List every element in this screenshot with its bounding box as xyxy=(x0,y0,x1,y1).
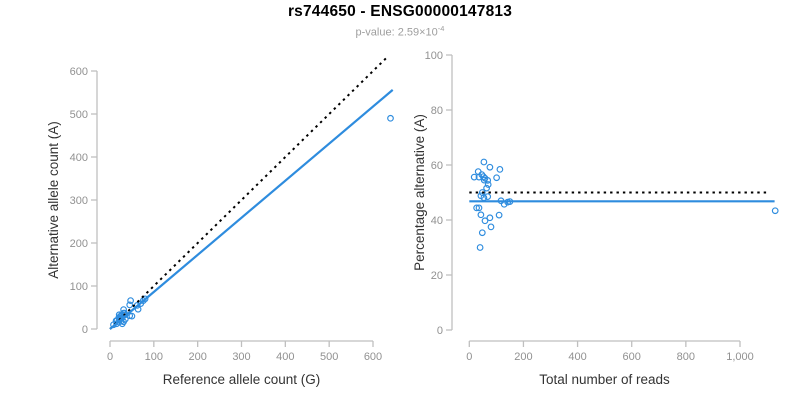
right-plot: 0 20 40 60 80 100 0 200 400 600 800 1,000 Total numb… xyxy=(412,50,779,387)
data-point xyxy=(480,158,488,166)
x-tick-label: 0 xyxy=(466,351,472,363)
data-point xyxy=(139,297,147,304)
data-point xyxy=(487,223,495,231)
y-tick-label: 60 xyxy=(431,160,443,172)
x-tick-label: 400 xyxy=(568,351,586,363)
data-point xyxy=(484,177,492,184)
y-tick-label: 20 xyxy=(431,270,443,282)
data-point xyxy=(128,312,136,320)
fit-line xyxy=(109,89,394,330)
data-point xyxy=(771,207,779,215)
pvalue-exponent: -4 xyxy=(437,24,445,33)
data-point xyxy=(475,173,483,181)
x-tick-label: 500 xyxy=(320,351,338,363)
figure-title: rs744650 - ENSG00000147813 xyxy=(287,3,513,20)
data-point xyxy=(496,166,504,173)
x-tick-label: 300 xyxy=(232,351,250,363)
data-point xyxy=(495,211,503,219)
x-axis-title: Reference allele count (G) xyxy=(163,372,321,387)
x-tick-label: 600 xyxy=(623,351,641,363)
y-tick-label: 100 xyxy=(70,281,88,293)
y-tick-label: 300 xyxy=(70,195,88,207)
data-point xyxy=(473,204,480,212)
figure-subtitle: p-value: 2.59×10-4 xyxy=(0,24,800,39)
data-point xyxy=(476,244,484,251)
data-point xyxy=(470,173,478,181)
data-point xyxy=(127,297,134,304)
y-tick-label: 0 xyxy=(82,324,88,336)
data-point xyxy=(493,174,500,182)
y-axis-title: Percentage alternative (A) xyxy=(412,114,427,271)
identity-line xyxy=(109,56,389,330)
data-point xyxy=(484,181,492,188)
y-tick-label: 200 xyxy=(70,238,88,250)
data-point xyxy=(486,214,494,222)
left-plot: 0 100 200 300 400 500 600 0 100 200 300 400 500 600 Re… xyxy=(46,56,394,387)
x-tick-label: 0 xyxy=(107,351,113,363)
y-axis-title: Alternative allele count (A) xyxy=(46,121,61,279)
pvalue-mantissa: 2.59×10 xyxy=(397,26,438,39)
data-point xyxy=(480,176,488,184)
data-point xyxy=(478,229,486,237)
x-tick-label: 600 xyxy=(364,351,382,363)
data-point xyxy=(483,184,490,192)
x-tick-label: 800 xyxy=(677,351,695,363)
y-tick-label: 80 xyxy=(431,105,443,117)
y-tick-label: 500 xyxy=(70,109,88,121)
data-point xyxy=(484,193,492,200)
data-point xyxy=(480,173,487,180)
y-tick-label: 600 xyxy=(70,66,88,78)
data-point xyxy=(481,217,489,225)
pvalue-label: p-value: xyxy=(355,26,398,39)
y-tick-label: 400 xyxy=(70,152,88,164)
x-axis-title: Total number of reads xyxy=(539,372,670,387)
data-point xyxy=(118,320,126,328)
x-tick-label: 100 xyxy=(145,351,163,363)
data-point xyxy=(475,204,483,212)
data-point xyxy=(474,168,482,175)
data-point xyxy=(486,163,494,171)
data-point xyxy=(387,114,394,122)
x-tick-label: 400 xyxy=(276,351,294,363)
x-tick-label: 200 xyxy=(514,351,532,363)
x-tick-label: 1,000 xyxy=(726,351,754,363)
data-point xyxy=(141,295,149,303)
y-tick-label: 40 xyxy=(431,215,443,227)
y-tick-label: 100 xyxy=(425,50,443,62)
data-point xyxy=(477,211,485,219)
x-tick-label: 200 xyxy=(188,351,206,363)
data-point xyxy=(126,301,134,309)
y-tick-label: 0 xyxy=(437,325,443,337)
